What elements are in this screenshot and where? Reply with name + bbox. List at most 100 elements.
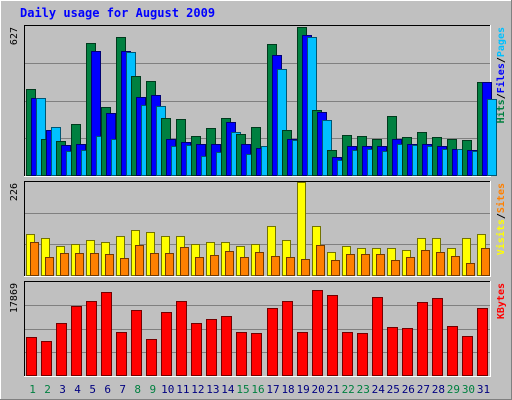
bar-sites-day-27 (421, 250, 430, 276)
bar-sites-day-22 (346, 254, 355, 276)
bar-kbytes-day-5 (86, 301, 97, 376)
chart-title: Daily usage for August 2009 (20, 6, 215, 20)
x-tick-label: 4 (74, 383, 81, 396)
bar-sites-day-12 (195, 257, 204, 276)
panel-max-label: 627 (9, 27, 20, 45)
bar-sites-day-8 (135, 245, 144, 276)
x-tick-label: 29 (447, 383, 460, 396)
bar-kbytes-day-28 (432, 298, 443, 376)
legend-files: Files (495, 63, 507, 93)
bar-kbytes-day-30 (462, 336, 473, 376)
x-tick-label: 24 (372, 383, 386, 396)
legend-separator: / (496, 57, 507, 63)
bar-sites-day-7 (120, 258, 129, 276)
bar-kbytes-day-21 (327, 295, 338, 376)
legend-sites: Sites (495, 183, 507, 213)
legend-kbytes: KBytes (496, 283, 507, 319)
bar-sites-day-11 (180, 247, 189, 276)
bar-kbytes-day-1 (26, 337, 37, 376)
x-tick-label: 1 (29, 383, 36, 396)
bar-sites-day-2 (45, 257, 54, 276)
bar-kbytes-day-31 (477, 308, 488, 376)
bar-sites-day-20 (316, 245, 325, 276)
legend-visits: Visits (495, 219, 507, 255)
x-tick-label: 2 (44, 383, 51, 396)
bar-kbytes-day-25 (387, 327, 398, 376)
bar-sites-day-3 (60, 253, 69, 276)
bar-kbytes-day-6 (101, 292, 112, 376)
legend-separator: / (496, 93, 507, 99)
x-tick-label: 26 (402, 383, 415, 396)
bar-sites-day-28 (436, 252, 445, 276)
x-tick-label: 25 (387, 383, 400, 396)
bar-sites-day-21 (331, 260, 340, 276)
x-tick-label: 13 (206, 383, 219, 396)
x-tick-label: 12 (191, 383, 204, 396)
x-tick-label: 27 (417, 383, 430, 396)
bar-kbytes-day-16 (251, 333, 262, 376)
legend-pages: Pages (496, 27, 507, 57)
panel-max-label: 226 (9, 183, 20, 201)
x-tick-label: 6 (104, 383, 111, 396)
legend-separator: / (496, 213, 507, 219)
x-tick-label: 31 (477, 383, 490, 396)
x-tick-label: 14 (221, 383, 235, 396)
x-tick-label: 9 (149, 383, 156, 396)
x-tick-label: 19 (296, 383, 309, 396)
legend-hits: Hits (495, 99, 507, 123)
bar-sites-day-23 (361, 254, 370, 276)
bar-pages-day-31 (487, 99, 497, 176)
bar-kbytes-day-14 (221, 316, 232, 376)
panel-visits: 226 Visits/Sites (9, 181, 507, 277)
panel-legend: Hits/Files/Pages (495, 27, 507, 123)
bar-sites-day-19 (301, 259, 310, 276)
bar-sites-day-18 (286, 257, 295, 276)
bar-sites-day-31 (481, 248, 490, 276)
bar-sites-day-16 (255, 252, 264, 276)
x-tick-label: 3 (59, 383, 66, 396)
bar-kbytes-day-13 (206, 319, 217, 376)
bar-kbytes-day-11 (176, 301, 187, 376)
bar-kbytes-day-10 (161, 312, 172, 376)
x-tick-label: 22 (342, 383, 355, 396)
bar-kbytes-day-26 (402, 328, 413, 376)
bar-sites-day-5 (90, 253, 99, 276)
panel-legend: KBytes (496, 283, 507, 319)
x-tick-label: 18 (281, 383, 294, 396)
x-tick-label: 10 (161, 383, 174, 396)
bar-kbytes-day-27 (417, 302, 428, 376)
bar-sites-day-14 (225, 251, 234, 276)
x-tick-label: 30 (462, 383, 475, 396)
bar-kbytes-day-19 (297, 332, 308, 376)
bar-sites-day-30 (466, 263, 475, 276)
bar-kbytes-day-22 (342, 332, 353, 376)
bar-kbytes-day-2 (41, 341, 52, 376)
x-tick-label: 21 (327, 383, 340, 396)
bar-kbytes-day-7 (116, 332, 127, 376)
bar-kbytes-day-23 (357, 333, 368, 376)
bar-sites-day-6 (105, 254, 114, 276)
bar-sites-day-10 (165, 253, 174, 276)
bar-kbytes-day-18 (282, 301, 293, 376)
x-tick-label: 20 (312, 383, 325, 396)
bar-kbytes-day-9 (146, 339, 157, 376)
bar-kbytes-day-15 (236, 332, 247, 376)
bar-kbytes-day-24 (372, 297, 383, 376)
bar-sites-day-25 (391, 260, 400, 276)
x-tick-label: 8 (134, 383, 141, 396)
bar-kbytes-day-8 (131, 310, 142, 376)
bar-sites-day-26 (406, 257, 415, 276)
bar-kbytes-day-4 (71, 306, 82, 376)
panel-kbytes: 17869 KBytes (9, 281, 507, 377)
x-tick-label: 11 (176, 383, 189, 396)
bar-sites-day-13 (210, 255, 219, 276)
bar-kbytes-day-17 (267, 308, 278, 376)
bar-sites-day-29 (451, 256, 460, 276)
x-tick-label: 15 (236, 383, 249, 396)
bar-kbytes-day-20 (312, 290, 323, 376)
bar-sites-day-1 (30, 242, 39, 276)
bar-sites-day-24 (376, 254, 385, 276)
panel-legend: Visits/Sites (495, 183, 507, 255)
